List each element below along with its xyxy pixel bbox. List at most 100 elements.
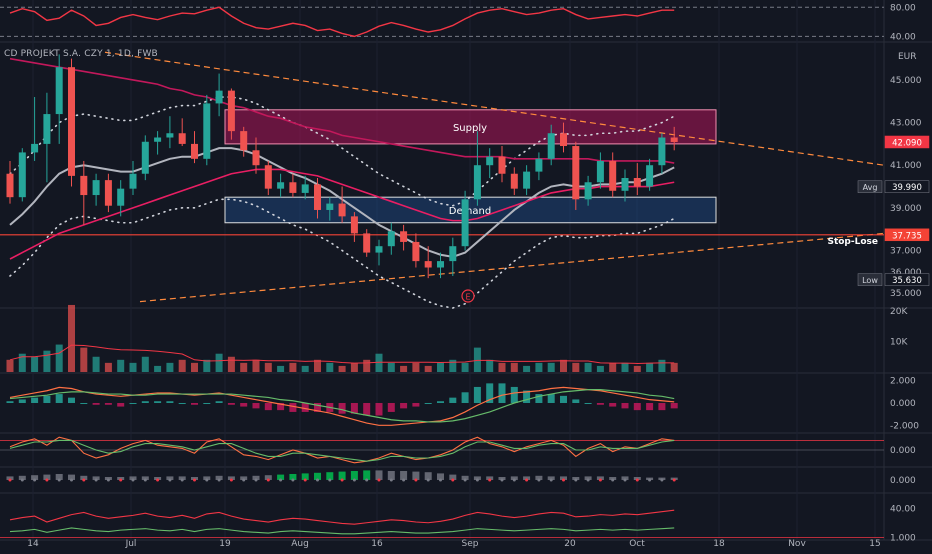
price-tick-label: 37.000	[890, 246, 922, 256]
volume-bar	[560, 359, 567, 372]
volume-bar	[129, 362, 137, 372]
macd-histogram-bar	[68, 397, 75, 403]
price-label-low: 35.630	[892, 276, 922, 286]
x-tick-label: 15	[869, 539, 880, 549]
volume-bar	[301, 365, 309, 372]
price-tick-label: 36.000	[890, 268, 922, 278]
volume-ma-line	[9, 344, 675, 364]
candle-body	[412, 241, 420, 262]
volume-bar	[203, 359, 211, 372]
macd-histogram-bar	[584, 403, 592, 404]
momentum-dot	[598, 478, 602, 482]
volume-bar	[314, 359, 321, 372]
momentum-bar	[523, 476, 531, 480]
momentum-bar	[277, 474, 285, 480]
candle-body	[400, 231, 408, 242]
candle-body	[18, 152, 26, 198]
volume-bar	[55, 344, 63, 372]
macd-histogram-bar	[449, 397, 457, 403]
volume-bar	[498, 362, 506, 372]
volume-bar	[289, 362, 297, 372]
volume-bar	[375, 353, 383, 372]
momentum-dot	[488, 478, 492, 482]
macd-histogram-bar	[510, 386, 518, 403]
candle-body	[191, 143, 198, 159]
momentum-dot	[586, 478, 590, 482]
macd-signal-line	[9, 389, 675, 423]
momentum-bar	[461, 475, 469, 480]
momentum-dot	[365, 478, 369, 482]
volume-bar	[80, 347, 88, 372]
macd-histogram-bar	[486, 383, 494, 403]
momentum-dot	[377, 478, 381, 482]
candle-body	[227, 90, 235, 132]
macd-histogram-bar	[498, 383, 506, 403]
candle-body	[609, 160, 617, 191]
candle-body	[326, 203, 334, 210]
momentum-dot	[475, 478, 479, 482]
macd-tick-label: 0.000	[890, 399, 916, 409]
volume-bar	[486, 359, 494, 372]
x-tick-label: Jul	[125, 539, 137, 549]
momentum-dot	[648, 478, 652, 482]
volume-bar	[646, 362, 654, 372]
momentum-dot	[57, 478, 61, 482]
volume-bar	[584, 362, 592, 372]
volume-bar	[350, 362, 358, 372]
volume-bar	[400, 365, 408, 372]
volume-bar	[461, 362, 469, 372]
demand-zone	[224, 196, 717, 224]
event-marker-label: E	[465, 293, 470, 302]
momentum-bar	[178, 476, 186, 480]
currency-label: EUR	[898, 52, 917, 62]
momentum-dot	[463, 478, 467, 482]
momentum-dot	[574, 478, 578, 482]
macd-histogram-bar	[363, 403, 371, 416]
momentum-dot	[672, 478, 676, 482]
candle-body	[55, 67, 63, 115]
momentum-bar	[449, 474, 457, 480]
momentum-bar	[338, 471, 346, 480]
momentum-dot	[229, 478, 233, 482]
momentum-dot	[451, 478, 455, 482]
momentum-bar	[55, 474, 63, 480]
price-label-last-box	[884, 135, 930, 149]
momentum-bar	[252, 475, 260, 480]
momentum-bar	[92, 476, 100, 480]
price-label-stop-box	[884, 228, 930, 242]
momentum-dot	[193, 478, 196, 482]
top-pane-tick-label: 40.00	[890, 32, 916, 42]
momentum-bar	[437, 473, 444, 480]
momentum-dot	[205, 478, 209, 482]
momentum-dot	[180, 478, 184, 482]
volume-bar	[326, 362, 334, 372]
volume-bar	[191, 362, 198, 372]
volume-bar	[43, 350, 51, 372]
momentum-dot	[512, 478, 516, 482]
candle-body	[141, 141, 149, 174]
macd-histogram-bar	[473, 386, 481, 403]
x-tick-label: 16	[371, 539, 383, 549]
momentum-dot	[402, 478, 406, 482]
macd-histogram-bar	[387, 403, 395, 412]
candle-body	[621, 178, 629, 191]
candle-body	[178, 133, 186, 144]
bottom-pane-line-a	[9, 509, 675, 525]
volume-bar	[412, 362, 420, 372]
candle-body	[117, 188, 125, 206]
volume-bar	[449, 359, 457, 372]
momentum-dot	[33, 478, 37, 482]
macd-histogram-bar	[560, 395, 567, 403]
candle-body	[314, 184, 321, 210]
candle-body	[203, 103, 211, 159]
momentum-bar	[80, 475, 88, 480]
macd-histogram-bar	[80, 403, 88, 404]
momentum-bar	[203, 476, 211, 480]
candle-body	[104, 180, 112, 206]
candle-body	[31, 143, 39, 153]
momentum-bar	[314, 472, 321, 480]
supply-zone-label: Supply	[453, 123, 487, 134]
price-tick-label: 35.000	[890, 289, 922, 299]
volume-bar	[264, 362, 272, 372]
